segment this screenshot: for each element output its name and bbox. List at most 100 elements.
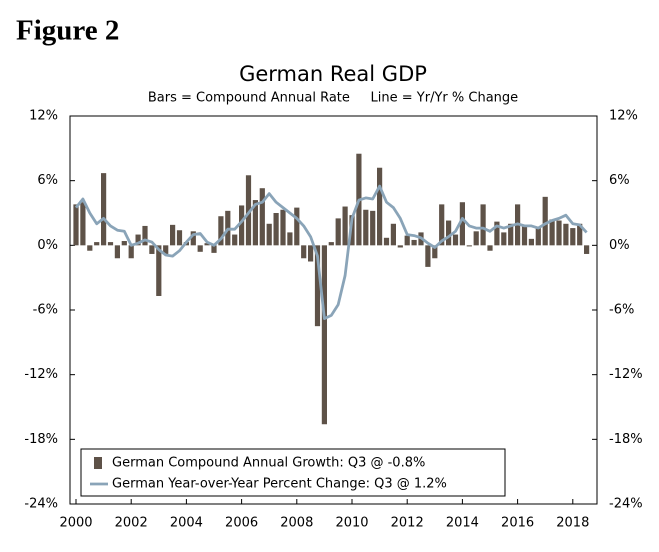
x-tick-label: 2000 — [59, 516, 92, 531]
legend-label: German Compound Annual Growth: Q3 @ -0.8… — [112, 456, 425, 471]
bar — [521, 225, 528, 246]
x-tick-label: 2016 — [501, 516, 534, 531]
bar — [163, 245, 169, 254]
bar — [501, 232, 507, 246]
y-tick-label: 6% — [37, 173, 58, 188]
bar — [190, 231, 196, 246]
y2-tick-label: -24% — [609, 497, 643, 512]
bar — [287, 232, 293, 246]
bar — [294, 207, 300, 246]
bar — [466, 245, 472, 247]
bar — [446, 220, 452, 246]
chart-title: German Real GDP — [239, 62, 427, 86]
bar — [80, 202, 86, 246]
y-tick-label: -12% — [24, 367, 58, 382]
bar — [204, 243, 210, 246]
bar — [314, 245, 321, 327]
bar — [142, 225, 148, 246]
bar — [404, 235, 410, 246]
bar — [494, 221, 500, 246]
bar — [232, 234, 238, 246]
bar — [439, 204, 445, 246]
bar — [156, 245, 162, 296]
bar — [114, 245, 120, 259]
bar — [301, 245, 307, 259]
bar — [197, 245, 203, 252]
bar — [73, 204, 79, 246]
bar — [508, 223, 514, 246]
y2-tick-label: -18% — [609, 432, 643, 447]
bar — [128, 245, 134, 259]
bar — [121, 241, 127, 246]
x-tick-label: 2002 — [115, 516, 148, 531]
bar — [432, 245, 438, 259]
bar — [101, 173, 107, 246]
y-tick-label: -18% — [24, 432, 58, 447]
bar — [425, 245, 431, 267]
bar — [459, 202, 465, 246]
x-tick-label: 2010 — [335, 516, 368, 531]
legend-label: German Year-over-Year Percent Change: Q3… — [112, 477, 447, 492]
bar — [87, 245, 93, 251]
x-tick-label: 2018 — [556, 516, 589, 531]
bar — [542, 196, 548, 246]
y-tick-label: -6% — [33, 303, 58, 318]
bar — [452, 234, 459, 246]
x-tick-label: 2012 — [391, 516, 424, 531]
bar — [170, 224, 176, 246]
bar — [383, 237, 390, 246]
bar — [363, 209, 369, 246]
bar — [266, 223, 272, 246]
line — [74, 184, 588, 320]
x-tick-label: 2008 — [280, 516, 313, 531]
bar — [349, 215, 355, 246]
legend-box — [80, 448, 506, 497]
bar — [528, 238, 534, 246]
y2-tick-label: 6% — [609, 173, 630, 188]
bar — [397, 245, 403, 248]
x-tick-label: 2006 — [225, 516, 258, 531]
bar — [473, 231, 479, 246]
bar — [563, 223, 569, 246]
bar — [342, 206, 348, 246]
x-tick-label: 2014 — [446, 516, 479, 531]
y2-tick-label: 0% — [609, 238, 630, 253]
chart-subtitle: Bars = Compound Annual Rate Line = Yr/Yr… — [148, 91, 518, 106]
bar — [487, 245, 493, 251]
bar — [584, 245, 590, 254]
bar — [377, 167, 383, 246]
bar — [556, 220, 562, 246]
bar — [259, 188, 265, 246]
x-tick-label: 2004 — [170, 516, 203, 531]
bar — [280, 209, 286, 246]
bar — [245, 175, 252, 246]
bar — [480, 204, 486, 246]
bar — [370, 210, 376, 246]
bar — [94, 242, 100, 246]
y-tick-label: 0% — [37, 238, 58, 253]
bar — [328, 242, 334, 246]
bar — [577, 223, 583, 246]
bar — [176, 230, 183, 246]
y-tick-label: -24% — [24, 497, 58, 512]
bar — [239, 205, 245, 246]
y2-tick-label: 12% — [609, 109, 638, 124]
legend-swatch — [94, 457, 102, 469]
bar — [218, 216, 224, 246]
bar — [549, 219, 555, 246]
bar — [107, 242, 114, 246]
y-tick-label: 12% — [29, 109, 58, 124]
bar — [308, 245, 314, 262]
bar — [135, 234, 141, 246]
bar — [535, 228, 541, 246]
bar — [321, 245, 327, 425]
bar — [390, 223, 396, 246]
bar — [570, 228, 576, 246]
bar — [411, 239, 417, 246]
y2-tick-label: -12% — [609, 367, 643, 382]
bar — [149, 245, 155, 254]
bar — [211, 245, 217, 253]
y2-tick-label: -6% — [609, 303, 634, 318]
bar — [335, 218, 341, 246]
